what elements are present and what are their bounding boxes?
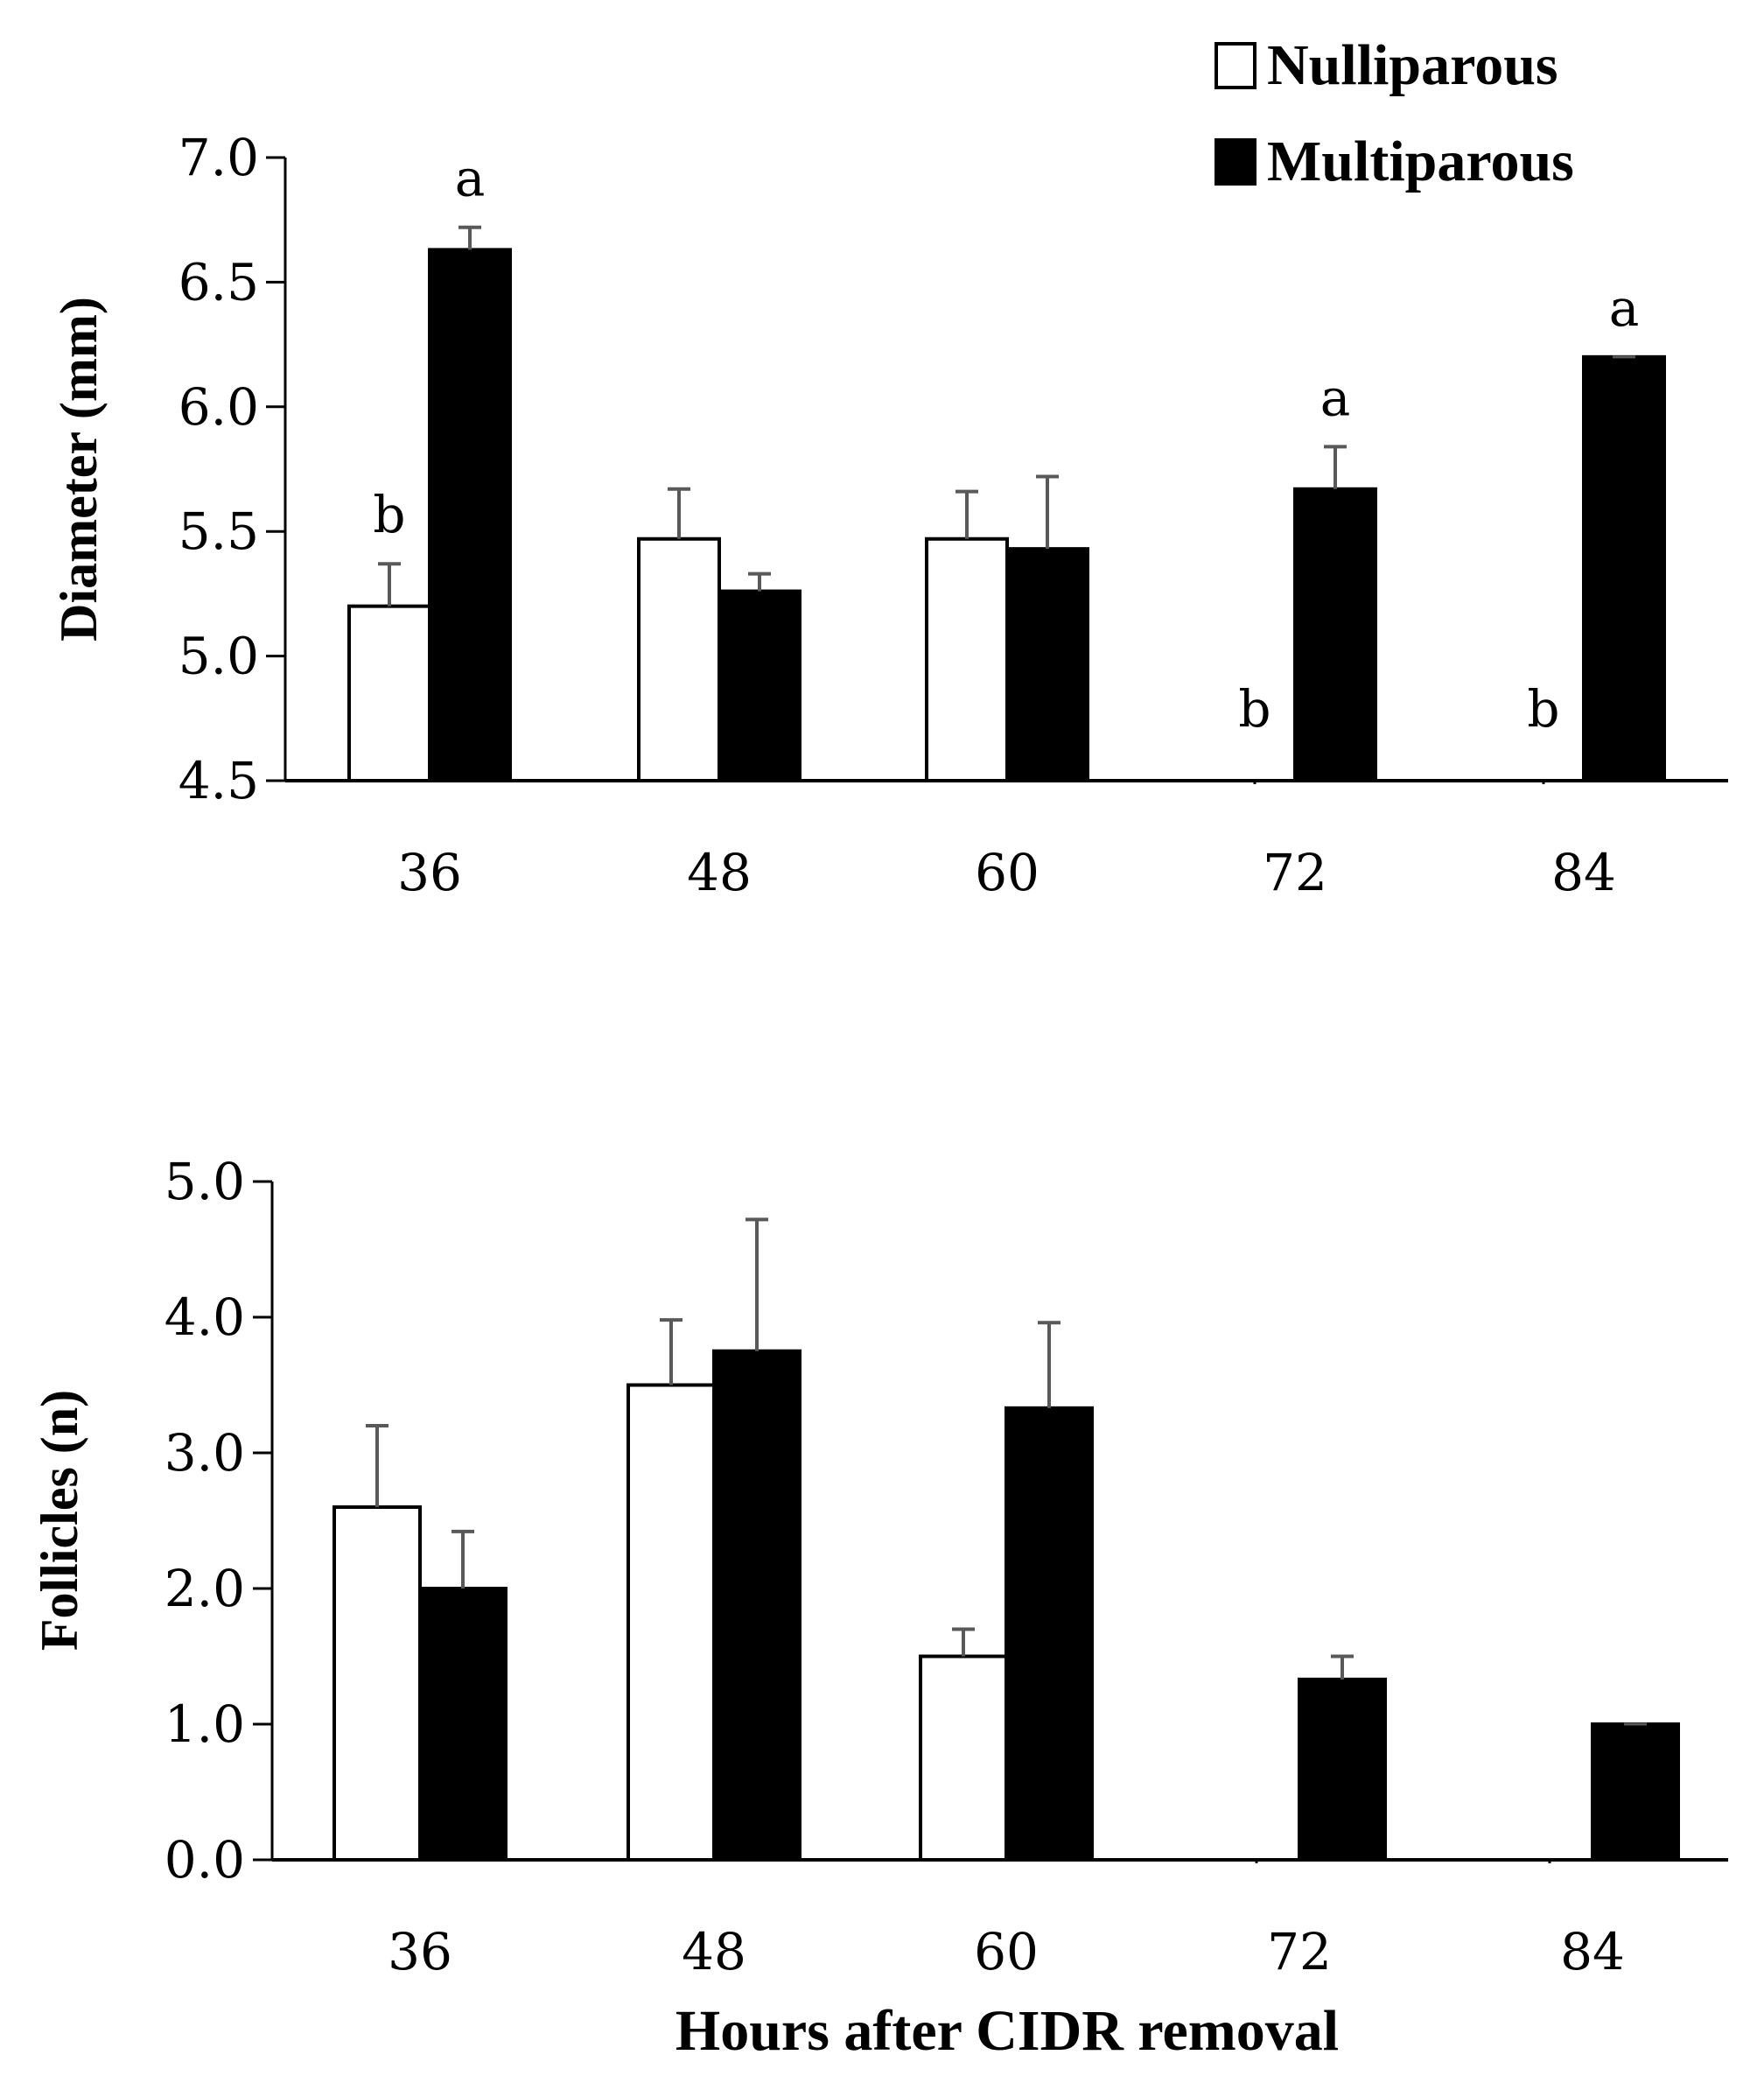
- bar-multiparous-84: [1591, 1722, 1680, 1862]
- bar-nulliparous-60: [925, 537, 1009, 783]
- legend-label-multiparous: Multiparous: [1267, 130, 1574, 193]
- y-axis-label: Follicles (n): [31, 1390, 88, 1651]
- y-tick-label: 0.0: [164, 1830, 245, 1890]
- y-tick-label: 1.0: [164, 1694, 245, 1754]
- diameter-chart: 4.5 5.0 5.5 6.0 6.5 7.0 Diameter (mm) b a 36 48 60 b…: [50, 128, 1728, 902]
- significance-label: b: [1527, 679, 1559, 739]
- x-tick-label: 84: [1560, 1922, 1625, 1981]
- y-axis-label: Diameter (mm): [50, 297, 108, 642]
- y-tick-label: 7.0: [178, 128, 259, 187]
- bar-multiparous-36: [428, 248, 512, 783]
- x-tick-label: 48: [682, 1922, 746, 1981]
- y-tick-label: 4.0: [164, 1287, 245, 1347]
- significance-label: b: [1238, 679, 1270, 739]
- significance-label: b: [373, 485, 405, 544]
- bar-nulliparous-48: [626, 1383, 716, 1862]
- bar-nulliparous-48: [637, 537, 721, 783]
- bar-multiparous-72: [1298, 1677, 1387, 1862]
- bar-multiparous-60: [1005, 547, 1089, 782]
- x-tick-label: 72: [1263, 843, 1327, 902]
- follicles-chart: 0.0 1.0 2.0 3.0 4.0 5.0 Follicles (n) 36 48 60 72 8…: [31, 1152, 1728, 1981]
- bar-multiparous-48: [718, 589, 802, 782]
- bar-nulliparous-60: [919, 1654, 1008, 1862]
- x-tick-label: 60: [974, 1922, 1039, 1981]
- y-tick-label: 6.0: [178, 377, 259, 437]
- x-tick-label: 84: [1551, 843, 1616, 902]
- x-axis-label: Hours after CIDR removal: [676, 1999, 1339, 2063]
- bar-multiparous-48: [712, 1349, 802, 1862]
- legend-swatch-multiparous: [1214, 138, 1256, 186]
- bar-multiparous-60: [1004, 1406, 1094, 1862]
- x-tick-label: 36: [397, 843, 462, 902]
- x-tick-label: 72: [1267, 1922, 1332, 1981]
- legend: Nulliparous Multiparous: [1214, 33, 1574, 193]
- legend-label-nulliparous: Nulliparous: [1267, 33, 1558, 97]
- y-tick-label: 2.0: [164, 1559, 245, 1618]
- y-tick-label: 4.5: [178, 751, 259, 810]
- significance-label: a: [1320, 368, 1351, 427]
- legend-swatch-nulliparous: [1214, 42, 1256, 89]
- y-tick-label: 5.5: [178, 501, 259, 561]
- bar-nulliparous-36: [347, 604, 431, 783]
- y-tick-label: 6.5: [178, 252, 259, 312]
- bar-multiparous-72: [1293, 487, 1377, 782]
- bar-multiparous-36: [418, 1587, 508, 1862]
- bar-multiparous-84: [1582, 354, 1666, 782]
- significance-label: a: [1609, 278, 1640, 338]
- x-tick-label: 48: [687, 843, 752, 902]
- x-tick-label: 36: [388, 1922, 452, 1981]
- y-tick-label: 3.0: [164, 1423, 245, 1483]
- x-tick-label: 60: [975, 843, 1040, 902]
- significance-label: a: [455, 149, 486, 208]
- y-tick-label: 5.0: [178, 627, 259, 686]
- bar-nulliparous-36: [332, 1505, 422, 1862]
- y-tick-label: 5.0: [164, 1152, 245, 1211]
